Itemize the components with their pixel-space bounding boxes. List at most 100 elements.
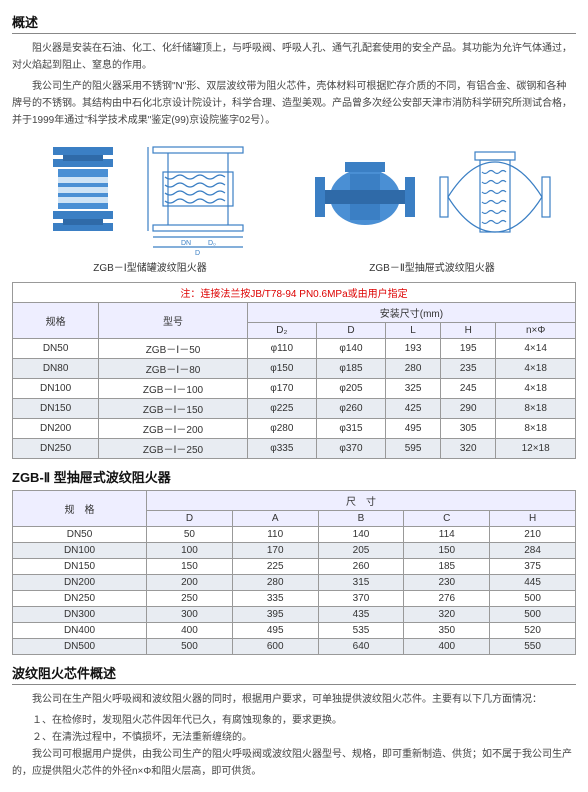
- table-cell: ZGB－Ⅰ－80: [99, 359, 248, 379]
- table-cell: ZGB－Ⅰ－250: [99, 439, 248, 459]
- table-cell: φ110: [247, 339, 316, 359]
- table-cell: φ370: [316, 439, 385, 459]
- table-cell: 114: [404, 527, 490, 543]
- t1-col-group: 安装尺寸(mm): [247, 303, 575, 323]
- table-cell: DN400: [13, 623, 147, 639]
- table-cell: 640: [318, 639, 404, 655]
- table-cell: 230: [404, 575, 490, 591]
- table-cell: 245: [441, 379, 496, 399]
- table-cell: 195: [441, 339, 496, 359]
- table-cell: 500: [490, 591, 576, 607]
- table-cell: 520: [490, 623, 576, 639]
- t1-col-h: H: [441, 323, 496, 339]
- table-cell: DN200: [13, 575, 147, 591]
- table-cell: ZGB－Ⅰ－150: [99, 399, 248, 419]
- table-cell: φ185: [316, 359, 385, 379]
- table1-note: 注：连接法兰按JB/T78-94 PN0.6MPa或由用户指定: [12, 282, 576, 302]
- table-row: DN250ZGB－Ⅰ－250φ335φ37059532012×18: [13, 439, 576, 459]
- table-cell: 185: [404, 559, 490, 575]
- t1-col-spec: 规格: [13, 303, 99, 339]
- table-cell: φ315: [316, 419, 385, 439]
- table-cell: 315: [318, 575, 404, 591]
- table-cell: 280: [385, 359, 440, 379]
- t2-col-h: H: [490, 511, 576, 527]
- table-cell: 400: [404, 639, 490, 655]
- t2-col-d: D: [147, 511, 233, 527]
- t2-col-group: 尺 寸: [147, 491, 576, 511]
- table-row: DN150150225260185375: [13, 559, 576, 575]
- core-heading: 波纹阻火芯件概述: [12, 663, 576, 685]
- table-cell: φ170: [247, 379, 316, 399]
- core-p1: 我公司在生产阻火呼吸阀和波纹阻火器的同时，根据用户要求，可单独提供波纹阻火芯件。…: [12, 691, 576, 708]
- table1: 规格 型号 安装尺寸(mm) D₂ D L H n×Φ DN50ZGB－Ⅰ－50…: [12, 302, 576, 459]
- table-cell: 305: [441, 419, 496, 439]
- t2-col-b: B: [318, 511, 404, 527]
- core-li1: １、在检修时，发现阻火芯件因年代已久，有腐蚀现象的，要求更换。: [12, 712, 576, 729]
- table-cell: 595: [385, 439, 440, 459]
- table-row: DN100ZGB－Ⅰ－100φ170φ2053252454×18: [13, 379, 576, 399]
- table-cell: 50: [147, 527, 233, 543]
- t1-col-d: D: [316, 323, 385, 339]
- table-cell: φ150: [247, 359, 316, 379]
- svg-text:D: D: [195, 250, 200, 257]
- table-cell: 150: [147, 559, 233, 575]
- table-cell: φ280: [247, 419, 316, 439]
- table-row: DN5050110140114210: [13, 527, 576, 543]
- diagram-row: DN D₀ D: [12, 137, 576, 257]
- table-row: DN80ZGB－Ⅰ－80φ150φ1852802354×18: [13, 359, 576, 379]
- table-cell: 435: [318, 607, 404, 623]
- table-cell: DN300: [13, 607, 147, 623]
- table-cell: 535: [318, 623, 404, 639]
- table-cell: 375: [490, 559, 576, 575]
- table-cell: DN150: [13, 559, 147, 575]
- table-cell: 445: [490, 575, 576, 591]
- table-cell: 4×18: [496, 359, 576, 379]
- table-cell: 600: [232, 639, 318, 655]
- overview-para-1: 阻火器是安装在石油、化工、化纤储罐顶上，与呼吸阀、呼吸人孔、通气孔配套使用的安全…: [12, 40, 576, 74]
- table-cell: 284: [490, 543, 576, 559]
- table-cell: 550: [490, 639, 576, 655]
- table-cell: 210: [490, 527, 576, 543]
- table-cell: 200: [147, 575, 233, 591]
- table-cell: DN250: [13, 439, 99, 459]
- table-cell: DN500: [13, 639, 147, 655]
- table-row: DN200ZGB－Ⅰ－200φ280φ3154953058×18: [13, 419, 576, 439]
- table-cell: 500: [147, 639, 233, 655]
- t2-col-spec: 规 格: [13, 491, 147, 527]
- table-cell: 193: [385, 339, 440, 359]
- table-cell: φ335: [247, 439, 316, 459]
- section2-heading: ZGB-Ⅱ 型抽屉式波纹阻火器: [12, 467, 576, 486]
- diagram-caption-left: ZGB－Ⅰ型储罐波纹阻火器: [93, 259, 207, 274]
- table-cell: 260: [318, 559, 404, 575]
- table-cell: DN100: [13, 379, 99, 399]
- table-cell: 8×18: [496, 419, 576, 439]
- table-cell: φ205: [316, 379, 385, 399]
- table-cell: 290: [441, 399, 496, 419]
- diagram-zgb2: [305, 137, 565, 257]
- table-cell: 495: [232, 623, 318, 639]
- table-row: DN250250335370276500: [13, 591, 576, 607]
- table-row: DN500500600640400550: [13, 639, 576, 655]
- table-cell: 370: [318, 591, 404, 607]
- table-cell: 335: [232, 591, 318, 607]
- core-p2: 我公司可根据用户提供，由我公司生产的阻火呼吸阀或波纹阻火器型号、规格，即可重新制…: [12, 746, 576, 780]
- table-cell: DN250: [13, 591, 147, 607]
- table-cell: 150: [404, 543, 490, 559]
- table-row: DN400400495535350520: [13, 623, 576, 639]
- t1-col-l: L: [385, 323, 440, 339]
- t2-col-c: C: [404, 511, 490, 527]
- table-cell: DN200: [13, 419, 99, 439]
- table-cell: 12×18: [496, 439, 576, 459]
- table-cell: DN50: [13, 527, 147, 543]
- table-row: DN150ZGB－Ⅰ－150φ225φ2604252908×18: [13, 399, 576, 419]
- table-cell: 110: [232, 527, 318, 543]
- table-cell: 225: [232, 559, 318, 575]
- svg-text:DN: DN: [181, 240, 191, 247]
- table-cell: 235: [441, 359, 496, 379]
- core-li2: ２、在清洗过程中，不慎损坏，无法重新缠绕的。: [12, 729, 576, 746]
- table-cell: 276: [404, 591, 490, 607]
- t1-col-d2: D₂: [247, 323, 316, 339]
- table-cell: 8×18: [496, 399, 576, 419]
- overview-para-2: 我公司生产的阻火器采用不锈钢"N"形、双层波纹带为阻火芯件，壳体材料可根据贮存介…: [12, 78, 576, 129]
- table2: 规 格 尺 寸 D A B C H DN5050110140114210DN10…: [12, 490, 576, 655]
